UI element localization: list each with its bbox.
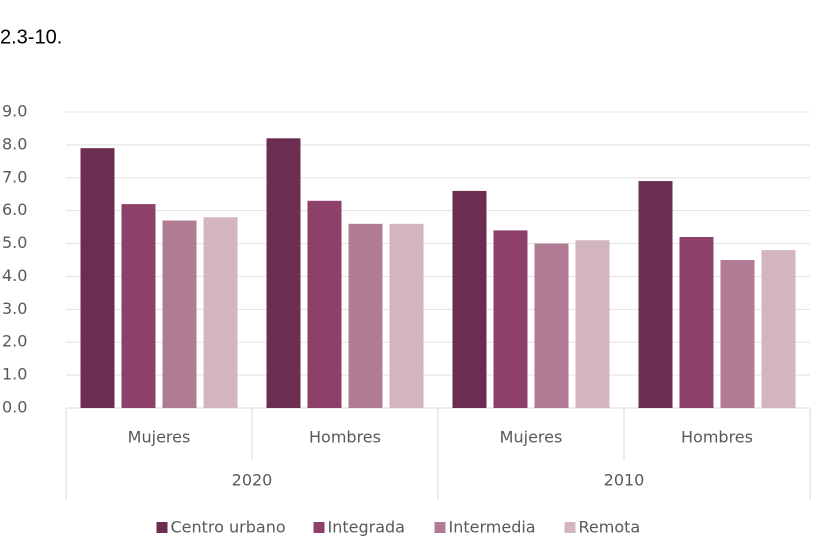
bar (575, 240, 610, 408)
legend-label: Remota (579, 518, 641, 537)
bar (121, 204, 156, 408)
y-tick-label: 5.0 (2, 233, 27, 252)
x-tick-label: Hombres (309, 428, 381, 447)
legend-swatch (156, 522, 168, 533)
y-tick-label: 8.0 (2, 134, 27, 153)
legend-swatch (564, 522, 576, 533)
bar (348, 223, 383, 408)
y-tick-label: 2.0 (2, 332, 27, 351)
y-tick-label: 7.0 (2, 167, 27, 186)
y-tick-label: 9.0 (2, 102, 27, 121)
y-tick-label: 0.0 (2, 398, 27, 417)
x-tick-label: Mujeres (128, 428, 191, 447)
bar (307, 200, 342, 408)
x-tick-label: Mujeres (500, 428, 563, 447)
bar (534, 243, 569, 408)
x-tick-label: Hombres (681, 428, 753, 447)
bar (266, 138, 301, 409)
y-tick-label: 6.0 (2, 200, 27, 219)
bar (720, 260, 755, 408)
legend-label: Intermedia (449, 518, 536, 537)
legend-label: Integrada (328, 518, 405, 537)
bar (80, 148, 115, 408)
bar (162, 220, 197, 408)
y-tick-label: 1.0 (2, 365, 27, 384)
bar (452, 190, 487, 408)
header-text: 2.3-10. (0, 26, 62, 48)
bar (203, 217, 238, 408)
y-tick-label: 3.0 (2, 299, 27, 318)
bar (493, 230, 528, 408)
y-tick-label: 4.0 (2, 266, 27, 285)
bar (389, 223, 424, 408)
bar (638, 181, 673, 408)
group-label: 2010 (604, 471, 645, 490)
bar (679, 236, 714, 408)
legend-swatch (313, 522, 325, 533)
legend-label: Centro urbano (171, 518, 286, 537)
bar (761, 250, 796, 408)
group-label: 2020 (232, 471, 273, 490)
legend-swatch (434, 522, 446, 533)
